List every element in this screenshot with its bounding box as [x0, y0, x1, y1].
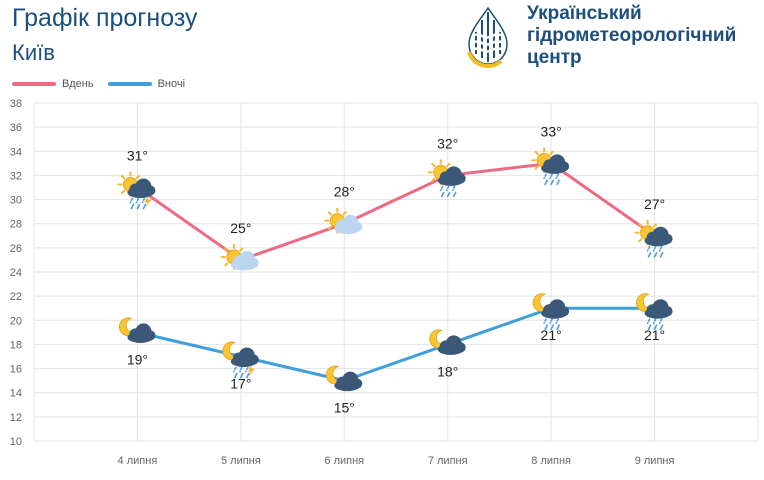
night-temperature-label: 18°	[437, 363, 458, 379]
org-logo-icon	[467, 6, 508, 68]
night-temperature-label: 17°	[230, 376, 251, 392]
chart-legend: Вдень Вночі	[12, 78, 199, 90]
org-name-line-3: центр	[527, 47, 582, 68]
sun-cloud-icon	[324, 207, 363, 235]
page-title: Графік прогнозу	[12, 4, 198, 32]
day-temperature-label: 33°	[541, 123, 562, 139]
day-temperature-label: 31°	[127, 148, 148, 164]
moon-cloud-thunderstorm-rain-icon	[222, 341, 259, 379]
y-tick-label: 34	[10, 146, 22, 158]
y-tick-label: 16	[10, 364, 22, 376]
night-temperature-label: 15°	[334, 400, 355, 416]
x-tick-label: 7 липня	[428, 455, 468, 467]
y-tick-label: 10	[10, 436, 22, 448]
org-name-line-2: гідрометеорологічний	[527, 25, 737, 46]
moon-cloud-icon	[325, 365, 363, 392]
night-temperature-label: 21°	[541, 327, 562, 343]
moon-cloud-rain-icon	[532, 293, 570, 331]
grid	[33, 102, 759, 442]
y-tick-label: 38	[10, 98, 22, 110]
city-name: Київ	[12, 40, 55, 65]
y-tick-label: 32	[10, 170, 22, 182]
legend-swatch-day	[12, 82, 56, 86]
y-tick-label: 28	[10, 219, 22, 231]
y-tick-label: 36	[10, 122, 22, 134]
org-name: Український гідрометеорологічний центр	[527, 3, 736, 69]
x-tick-label: 6 липня	[324, 455, 364, 467]
night-temperature-label: 21°	[644, 327, 665, 343]
sun-cloud-rain-icon	[634, 219, 673, 258]
moon-cloud-icon	[118, 317, 156, 343]
night-temperature-label: 19°	[127, 351, 148, 367]
legend-label-night: Вночі	[157, 78, 186, 90]
legend-label-day: Вдень	[62, 78, 94, 90]
day-temperature-label: 28°	[334, 184, 355, 200]
moon-cloud-rain-icon	[636, 293, 673, 331]
sun-cloud-icon	[220, 243, 259, 271]
day-temperature-label: 25°	[230, 220, 251, 236]
y-tick-label: 12	[10, 412, 22, 424]
x-tick-label: 8 липня	[531, 455, 571, 467]
y-tick-label: 14	[10, 388, 22, 400]
y-tick-label: 24	[10, 267, 22, 279]
x-tick-label: 9 липня	[635, 455, 675, 467]
legend-swatch-night	[107, 82, 152, 86]
day-temperature-label: 27°	[644, 196, 665, 212]
day-temperature-line	[135, 161, 657, 262]
y-tick-label: 30	[10, 195, 22, 207]
y-tick-label: 20	[10, 315, 22, 327]
x-tick-label: 4 липня	[118, 455, 158, 467]
y-tick-label: 18	[10, 339, 22, 351]
sun-cloud-thunderstorm-rain-icon	[117, 171, 156, 210]
org-name-line-1: Український	[527, 3, 642, 24]
legend-item-day: Вдень	[12, 78, 94, 90]
sun-cloud-rain-icon	[427, 159, 466, 198]
y-tick-label: 26	[10, 243, 22, 255]
sun-cloud-rain-icon	[531, 147, 570, 186]
day-temperature-label: 32°	[437, 135, 458, 151]
y-tick-label: 22	[10, 291, 22, 303]
moon-cloud-icon	[429, 329, 466, 355]
x-tick-label: 5 липня	[221, 455, 261, 467]
legend-item-night: Вночі	[107, 78, 186, 90]
